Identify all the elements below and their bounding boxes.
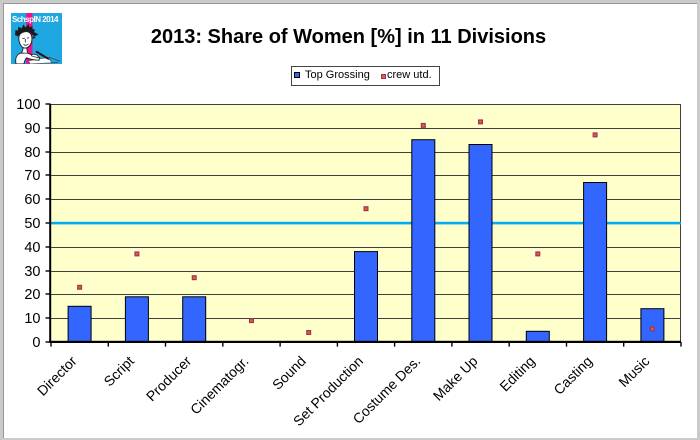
svg-text:Producer: Producer <box>143 353 195 405</box>
svg-text:20: 20 <box>24 287 40 303</box>
svg-text:SchspIN 2014: SchspIN 2014 <box>12 15 59 24</box>
svg-text:Make Up: Make Up <box>430 353 481 404</box>
svg-text:0: 0 <box>32 335 40 351</box>
svg-text:100: 100 <box>16 97 40 113</box>
svg-text:80: 80 <box>24 145 40 161</box>
svg-text:40: 40 <box>24 240 40 256</box>
svg-text:Editing: Editing <box>496 353 538 395</box>
svg-text:Casting: Casting <box>550 353 595 398</box>
svg-text:90: 90 <box>24 121 40 137</box>
svg-text:Sound: Sound <box>269 353 309 393</box>
svg-text:Director: Director <box>34 353 80 399</box>
svg-text:Music: Music <box>615 353 652 390</box>
svg-text:60: 60 <box>24 192 40 208</box>
svg-text:30: 30 <box>24 264 40 280</box>
svg-text:10: 10 <box>24 311 40 327</box>
svg-text:Script: Script <box>100 353 137 390</box>
svg-text:50: 50 <box>24 216 40 232</box>
svg-text:70: 70 <box>24 168 40 184</box>
svg-text:Cinematogr.: Cinematogr. <box>187 353 252 418</box>
